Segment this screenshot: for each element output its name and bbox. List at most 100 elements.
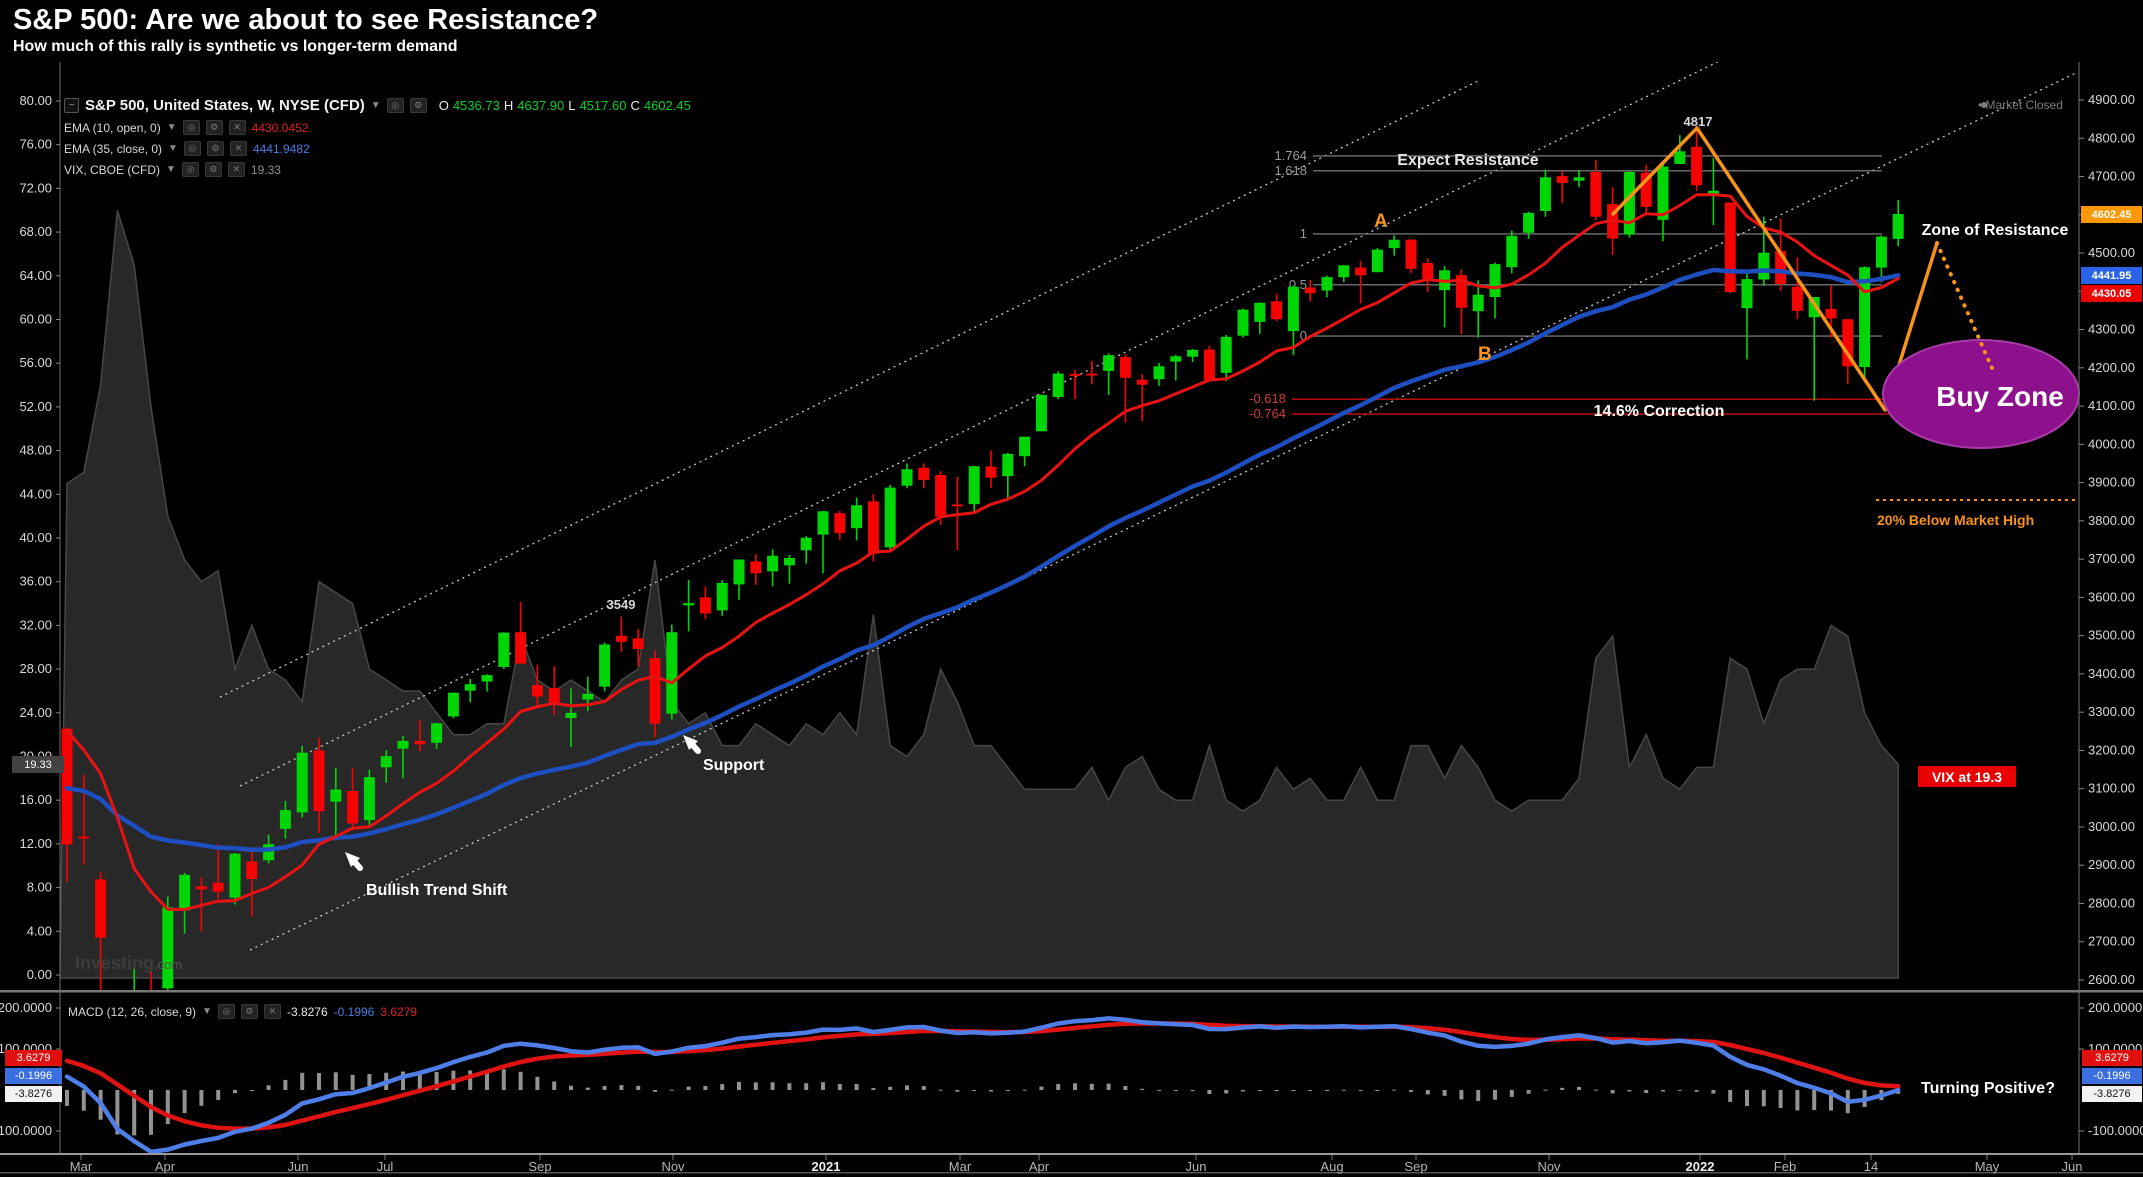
macd-pane[interactable] <box>64 1016 1901 1154</box>
orange-projection[interactable] <box>1610 102 2080 501</box>
svg-text:Sep: Sep <box>528 1159 551 1174</box>
indicator-ema10-label[interactable]: EMA (10, open, 0) <box>64 120 161 135</box>
annotation-turning-positive[interactable]: Turning Positive? <box>1921 1080 2055 1097</box>
macd-axis[interactable]: 200.0000200.0000100.0000100.0000-100.000… <box>0 1000 2143 1138</box>
svg-text:2600.00: 2600.00 <box>2088 972 2135 987</box>
annotation-bullish-trend-shift[interactable]: Bullish Trend Shift <box>366 882 508 899</box>
close-icon[interactable]: ✕ <box>263 1004 281 1019</box>
close-icon[interactable]: ✕ <box>228 120 246 135</box>
indicator-vix-label[interactable]: VIX, CBOE (CFD) <box>64 162 161 177</box>
last-price-badge: 4602.45 <box>2081 206 2142 223</box>
high-label: H <box>503 98 514 113</box>
close-icon[interactable]: ✕ <box>227 162 245 177</box>
annotation-peak-4817[interactable]: 4817 <box>1683 114 1713 129</box>
chevron-down-icon[interactable]: ▼ <box>166 122 177 133</box>
macd-line-value: -0.1996 <box>333 1004 375 1019</box>
svg-text:Mar: Mar <box>949 1159 972 1174</box>
svg-text:-0.618: -0.618 <box>1249 391 1286 406</box>
annotation-expect-resistance[interactable]: Expect Resistance <box>1397 152 1539 169</box>
svg-text:-0.764: -0.764 <box>1249 406 1286 421</box>
svg-text:3300.00: 3300.00 <box>2088 704 2135 719</box>
vix-axis[interactable]: 80.00 76.00 72.00 68.00 64.00 60.00 56.00 52.00… <box>19 93 60 982</box>
settings-icon[interactable]: ⚙ <box>204 162 222 177</box>
svg-text:4800.00: 4800.00 <box>2088 130 2135 145</box>
eye-icon[interactable]: ◎ <box>181 162 199 177</box>
macd-line-badge-left: -0.1996 <box>5 1068 62 1084</box>
annotation-pivot-3549[interactable]: 3549 <box>606 597 636 612</box>
svg-text:40.00: 40.00 <box>19 530 52 545</box>
svg-text:Mar: Mar <box>70 1159 93 1174</box>
annotation-buy-zone[interactable]: Buy Zone <box>1936 381 2064 412</box>
svg-text:56.00: 56.00 <box>19 355 52 370</box>
svg-text:24.00: 24.00 <box>19 705 52 720</box>
svg-text:Jul: Jul <box>377 1159 394 1174</box>
svg-text:3100.00: 3100.00 <box>2088 781 2135 796</box>
macd-hist-value: -3.8276 <box>286 1004 328 1019</box>
svg-text:Apr: Apr <box>1029 1159 1050 1174</box>
svg-text:4.00: 4.00 <box>27 923 52 938</box>
arrow-up-left-icon <box>683 735 701 754</box>
annotation-correction[interactable]: 14.6% Correction <box>1593 403 1725 420</box>
svg-text:3000.00: 3000.00 <box>2088 819 2135 834</box>
svg-text:4700.00: 4700.00 <box>2088 169 2135 184</box>
chevron-down-icon[interactable]: ▼ <box>168 143 178 154</box>
pointer-arrows <box>345 735 701 871</box>
svg-text:May: May <box>1975 1159 2000 1174</box>
ema35-price-badge: 4441.95 <box>2081 267 2142 284</box>
eye-icon[interactable]: ◎ <box>217 1004 235 1019</box>
symbol-title[interactable]: S&P 500, United States, W, NYSE (CFD) <box>85 97 365 114</box>
vix-area-series <box>60 210 1899 979</box>
candles-layer[interactable] <box>61 131 1904 1136</box>
macd-label[interactable]: MACD (12, 26, close, 9) <box>68 1004 197 1019</box>
settings-icon[interactable]: ⚙ <box>206 141 224 156</box>
svg-text:2800.00: 2800.00 <box>2088 895 2135 910</box>
settings-icon[interactable]: ⚙ <box>240 1004 258 1019</box>
settings-icon[interactable]: ⚙ <box>409 98 427 113</box>
eye-icon[interactable]: ◎ <box>386 98 404 113</box>
svg-text:3500.00: 3500.00 <box>2088 628 2135 643</box>
close-icon[interactable]: ✕ <box>229 141 247 156</box>
svg-text:1.764: 1.764 <box>1274 148 1307 163</box>
time-axis[interactable]: Mar Apr Jun Jul Sep Nov 2021 Mar Apr Jun Aug Sep Nov… <box>70 1155 2083 1174</box>
settings-icon[interactable]: ⚙ <box>205 120 223 135</box>
collapse-icon[interactable]: − <box>64 98 79 113</box>
annotation-support[interactable]: Support <box>703 757 765 774</box>
chevron-down-icon[interactable]: ▼ <box>166 164 176 175</box>
svg-text:3400.00: 3400.00 <box>2088 666 2135 681</box>
svg-text:Nov: Nov <box>1537 1159 1561 1174</box>
close-value: 4602.45 <box>643 98 691 113</box>
annotation-zone-of-resistance[interactable]: Zone of Resistance <box>1921 222 2069 239</box>
chevron-down-icon[interactable]: ▼ <box>370 100 381 111</box>
svg-text:Jun: Jun <box>288 1159 309 1174</box>
macd-legend: MACD (12, 26, close, 9) ▼ ◎ ⚙ ✕ -3.8276 … <box>68 1001 417 1022</box>
ema10-price-badge: 4430.05 <box>2081 285 2142 302</box>
chevron-down-icon[interactable]: ▼ <box>202 1006 212 1017</box>
annotation-wave-b[interactable]: B <box>1478 344 1492 365</box>
svg-text:4100.00: 4100.00 <box>2088 398 2135 413</box>
page-title: S&P 500: Are we about to see Resistance? <box>13 4 599 36</box>
macd-line-badge-right: -0.1996 <box>2082 1068 2142 1084</box>
svg-text:28.00: 28.00 <box>19 661 52 676</box>
annotation-wave-a[interactable]: A <box>1374 211 1388 232</box>
svg-text:Feb: Feb <box>1774 1159 1796 1174</box>
ohlc-readout: O 4536.73 H 4637.90 L 4517.60 C 4602.45 <box>439 98 691 113</box>
pane-separators <box>0 62 2143 1174</box>
svg-text:2900.00: 2900.00 <box>2088 857 2135 872</box>
svg-text:14: 14 <box>1864 1159 1878 1174</box>
eye-icon[interactable]: ◎ <box>182 120 200 135</box>
eye-icon[interactable]: ◎ <box>183 141 201 156</box>
annotation-vix-note[interactable]: VIX at 19.3 <box>1918 766 2016 787</box>
svg-text:200.0000: 200.0000 <box>2088 1000 2142 1015</box>
open-label: O <box>438 98 449 113</box>
indicator-ema35-value: 4441.9482 <box>252 141 310 156</box>
annotation-below-market-high[interactable]: 20% Below Market High <box>1877 512 2035 528</box>
trend-channel-lines[interactable] <box>219 46 2079 951</box>
svg-text:2021: 2021 <box>812 1159 841 1174</box>
indicator-ema35-label[interactable]: EMA (35, close, 0) <box>64 141 163 156</box>
svg-text:16.00: 16.00 <box>19 792 52 807</box>
svg-text:80.00: 80.00 <box>19 93 52 108</box>
svg-text:Jun: Jun <box>1186 1159 1207 1174</box>
